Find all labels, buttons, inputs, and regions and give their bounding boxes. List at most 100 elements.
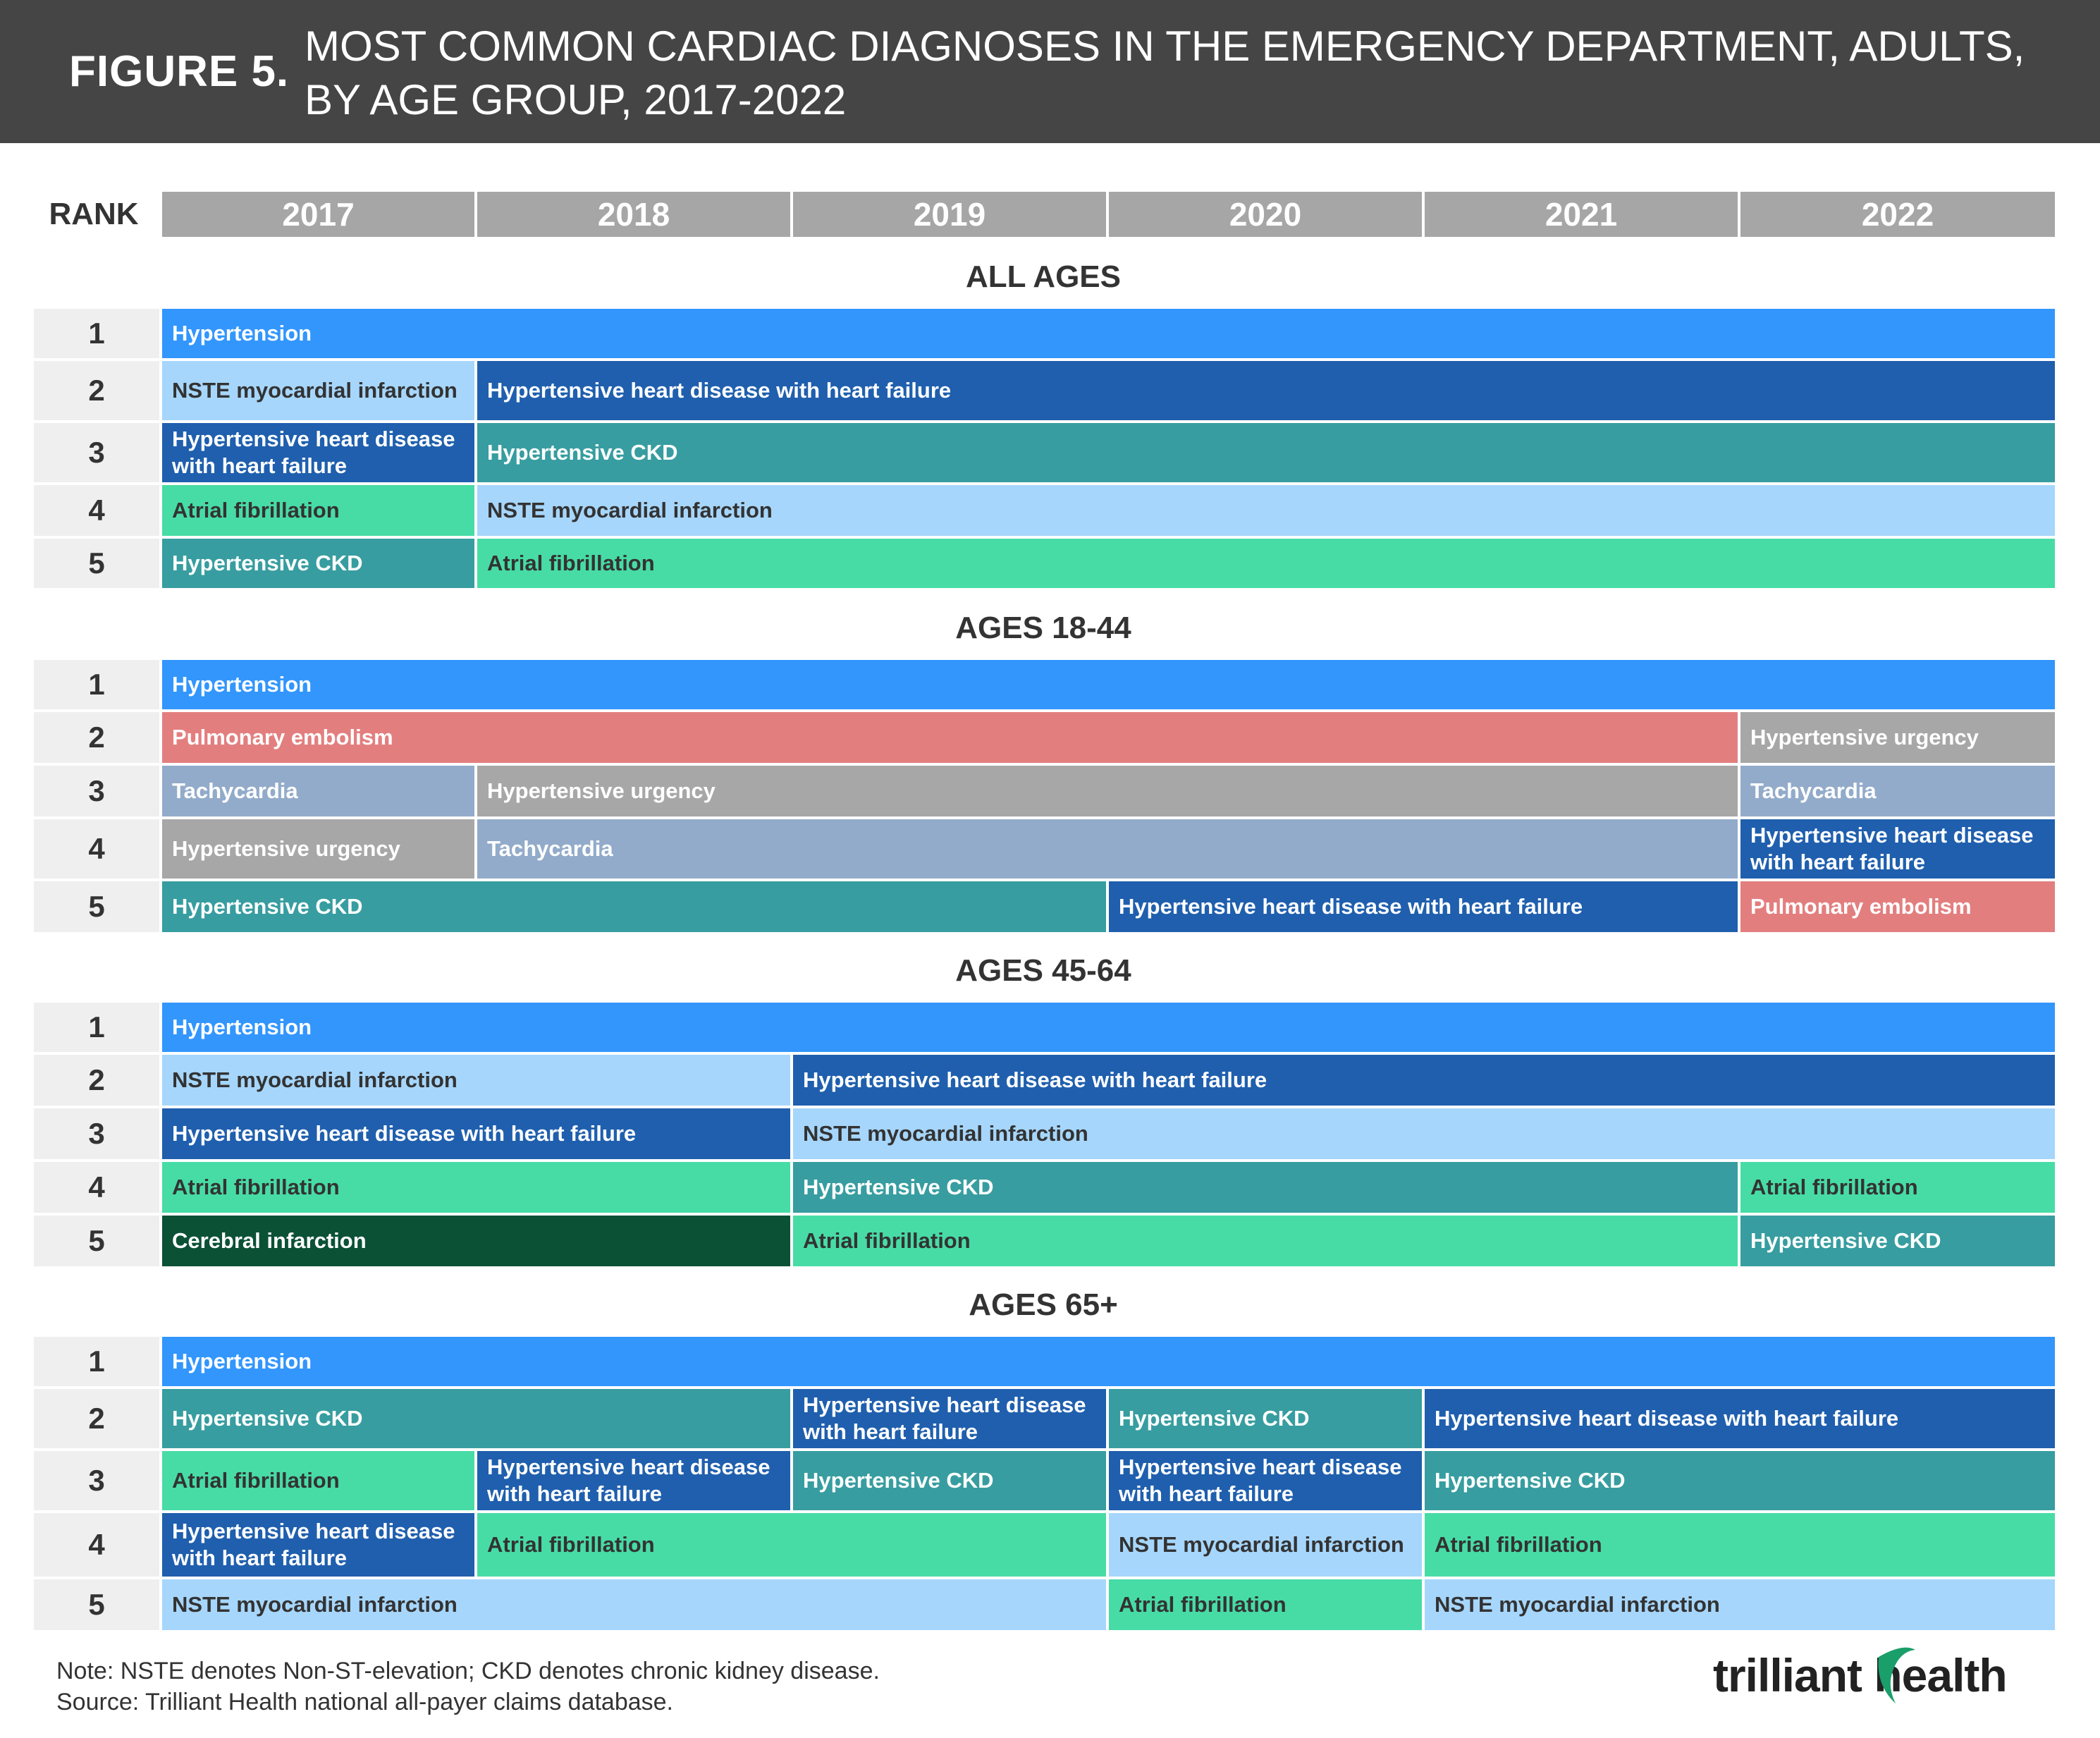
rank-cell: 4	[34, 1513, 159, 1577]
diagnosis-label: Hypertension	[172, 672, 312, 697]
section-title: ALL AGES	[965, 259, 1122, 294]
diagnosis-cell: Hypertensive heart disease with heart fa…	[477, 1451, 790, 1510]
diagnosis-cell: Hypertensive CKD	[1425, 1451, 2055, 1510]
diagnosis-label: Hypertensive urgency	[1750, 725, 1979, 749]
diagnosis-label: Hypertensive CKD	[487, 440, 678, 465]
section-title: AGES 18-44	[955, 611, 1131, 645]
diagnosis-label: Atrial fibrillation	[172, 1175, 340, 1199]
diagnosis-label: Hypertension	[172, 1349, 312, 1373]
diagnosis-cell: NSTE myocardial infarction	[1425, 1579, 2055, 1630]
year-header-2018: 2018	[477, 192, 790, 237]
source-text: Source: Trilliant Health national all-pa…	[56, 1689, 674, 1715]
rank-cell: 1	[34, 309, 159, 358]
year-header-2022: 2022	[1740, 192, 2055, 237]
diagnosis-label: NSTE myocardial infarction	[172, 1592, 458, 1617]
diagnosis-cell: Atrial fibrillation	[162, 1451, 474, 1510]
diagnosis-label: Atrial fibrillation	[1435, 1532, 1602, 1557]
diagnosis-label: Pulmonary embolism	[1750, 894, 1972, 919]
diagnosis-cell: Tachycardia	[162, 766, 474, 816]
year-header-2019: 2019	[793, 192, 1106, 237]
diagnosis-cell: NSTE myocardial infarction	[793, 1108, 2055, 1159]
section-title: AGES 45-64	[955, 953, 1131, 988]
year-header-2017: 2017	[162, 192, 474, 237]
diagnosis-cell: Hypertensive heart disease with heart fa…	[1109, 1451, 1422, 1510]
rank-cell: 3	[34, 1108, 159, 1159]
diagnosis-label: Hypertensive heart disease with heart fa…	[803, 1393, 1086, 1444]
section-title: AGES 65+	[969, 1287, 1118, 1322]
diagnosis-cell: Hypertensive heart disease with heart fa…	[477, 361, 2055, 420]
diagnosis-cell: Hypertensive CKD	[477, 423, 2055, 482]
diagnosis-cell: Hypertension	[162, 1337, 2055, 1386]
diagnosis-cell: Hypertensive CKD	[162, 1389, 790, 1448]
diagnosis-cell: Hypertensive urgency	[477, 766, 1738, 816]
diagnosis-cell: Atrial fibrillation	[477, 539, 2055, 588]
diagnosis-label: Hypertension	[172, 1015, 312, 1039]
figure-label: FIGURE 5.	[69, 47, 290, 96]
diagnosis-label: NSTE myocardial infarction	[803, 1121, 1088, 1146]
logo-swoosh-icon	[1878, 1647, 1915, 1703]
diagnosis-label: Hypertensive urgency	[487, 778, 716, 803]
diagnosis-cell: Hypertensive heart disease with heart fa…	[162, 1513, 474, 1577]
diagnosis-cell: Hypertensive urgency	[1740, 712, 2055, 763]
rank-cell: 3	[34, 423, 159, 482]
rank-cell: 3	[34, 766, 159, 816]
rank-header: RANK	[49, 197, 139, 231]
year-header-2020: 2020	[1109, 192, 1422, 237]
rank-cell: 5	[34, 1216, 159, 1266]
diagnosis-cell: Pulmonary embolism	[1740, 881, 2055, 932]
diagnosis-cell: Hypertensive heart disease with heart fa…	[1109, 881, 1738, 932]
diagnosis-label: Hypertensive CKD	[1435, 1468, 1626, 1493]
diagnosis-cell: NSTE myocardial infarction	[1109, 1513, 1422, 1577]
rank-cell: 5	[34, 881, 159, 932]
diagnosis-cell: Hypertensive CKD	[793, 1451, 1106, 1510]
diagnosis-label: Atrial fibrillation	[487, 1532, 655, 1557]
year-header-2021: 2021	[1425, 192, 1738, 237]
rank-cell: 5	[34, 1579, 159, 1630]
diagnosis-cell: Hypertensive heart disease with heart fa…	[162, 423, 474, 482]
diagnosis-label: Hypertensive CKD	[172, 551, 363, 575]
rank-cell: 3	[34, 1451, 159, 1510]
diagnosis-cell: NSTE myocardial infarction	[162, 361, 474, 420]
diagnosis-cell: Hypertension	[162, 660, 2055, 709]
rank-cell: 2	[34, 712, 159, 763]
diagnosis-cell: Atrial fibrillation	[162, 485, 474, 536]
diagnosis-label: Pulmonary embolism	[172, 725, 393, 749]
rank-cell: 2	[34, 361, 159, 420]
diagnosis-cell: Hypertensive CKD	[1109, 1389, 1422, 1448]
diagnosis-label: Tachycardia	[487, 836, 613, 861]
diagnosis-label: Hypertensive CKD	[1119, 1406, 1310, 1431]
rank-cell: 4	[34, 485, 159, 536]
diagnosis-label: Hypertensive heart disease with heart fa…	[487, 1455, 770, 1506]
diagnosis-label: Hypertensive CKD	[172, 1406, 363, 1431]
diagnosis-label: Hypertensive heart disease with heart fa…	[1750, 823, 2034, 874]
diagnosis-label: Hypertensive heart disease with heart fa…	[1435, 1406, 1899, 1431]
diagnosis-label: Hypertensive heart disease with heart fa…	[487, 378, 952, 403]
diagnosis-label: Atrial fibrillation	[487, 551, 655, 575]
rank-cell: 2	[34, 1389, 159, 1448]
diagnosis-cell: Hypertensive heart disease with heart fa…	[162, 1108, 790, 1159]
diagnosis-label: Atrial fibrillation	[172, 498, 340, 522]
diagnosis-cell: Pulmonary embolism	[162, 712, 1738, 763]
diagnosis-label: Cerebral infarction	[172, 1228, 367, 1253]
diagnosis-cell: Hypertension	[162, 309, 2055, 358]
diagnosis-cell: Hypertensive heart disease with heart fa…	[1425, 1389, 2055, 1448]
diagnosis-label: Atrial fibrillation	[1119, 1592, 1287, 1617]
rank-cell: 4	[34, 1162, 159, 1213]
diagnosis-cell: Tachycardia	[477, 819, 1738, 879]
diagnosis-cell: Atrial fibrillation	[1740, 1162, 2055, 1213]
title-bar: FIGURE 5. MOST COMMON CARDIAC DIAGNOSES …	[0, 0, 2100, 143]
diagnosis-cell: Hypertensive CKD	[793, 1162, 1738, 1213]
diagnosis-label: Hypertensive CKD	[803, 1468, 994, 1493]
diagnosis-cell: Hypertensive CKD	[162, 881, 1106, 932]
rank-cell: 2	[34, 1055, 159, 1106]
diagnosis-cell: Hypertensive heart disease with heart fa…	[793, 1389, 1106, 1448]
diagnosis-label: NSTE myocardial infarction	[172, 1067, 458, 1092]
diagnosis-cell: Hypertension	[162, 1003, 2055, 1052]
diagnosis-label: Hypertensive CKD	[1750, 1228, 1941, 1253]
chart-title: MOST COMMON CARDIAC DIAGNOSES IN THE EME…	[305, 23, 2025, 123]
diagnosis-cell: Cerebral infarction	[162, 1216, 790, 1266]
diagnosis-label: NSTE myocardial infarction	[1435, 1592, 1720, 1617]
diagnosis-label: NSTE myocardial infarction	[172, 378, 458, 403]
note-text: Note: NSTE denotes Non-ST-elevation; CKD…	[56, 1658, 880, 1684]
diagnosis-cell: Atrial fibrillation	[162, 1162, 790, 1213]
